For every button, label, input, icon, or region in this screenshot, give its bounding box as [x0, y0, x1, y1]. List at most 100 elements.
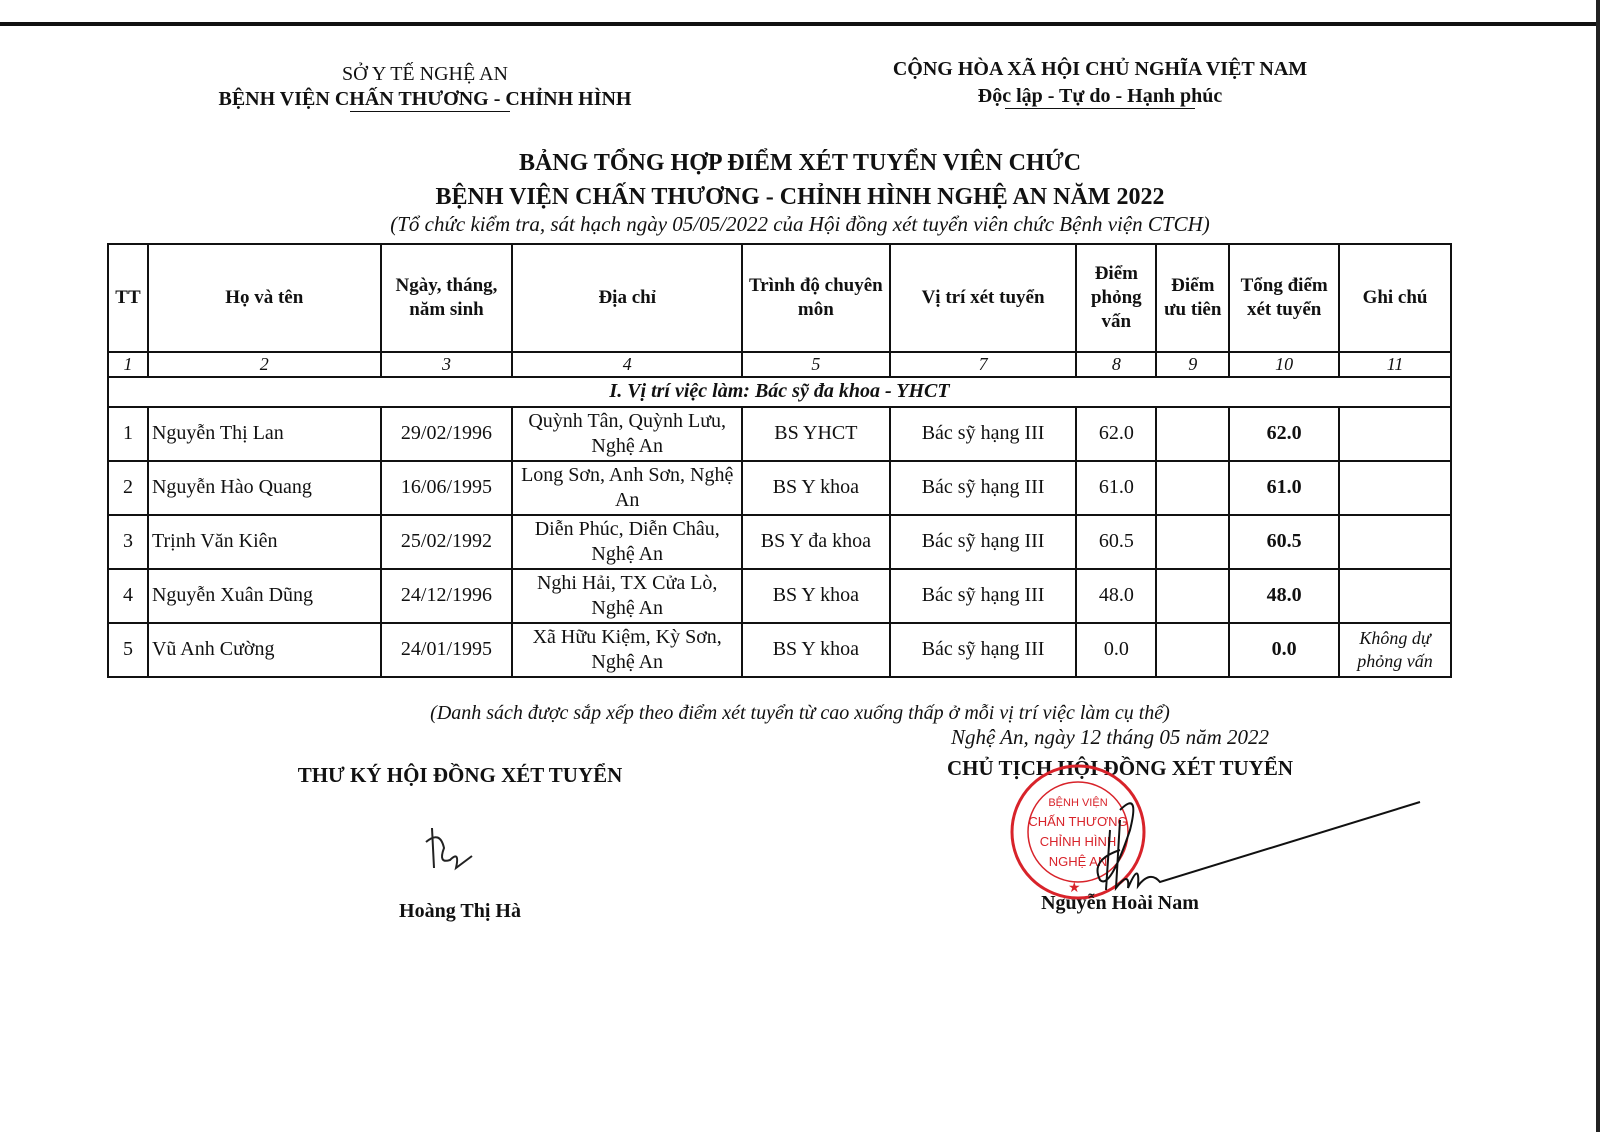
hospital-name: BỆNH VIỆN CHẤN THƯƠNG - CHỈNH HÌNH [218, 88, 632, 110]
table-row: 2 Nguyễn Hào Quang 16/06/1995 Long Sơn, Anh… [107, 459, 1452, 516]
col-header: Họ và tên [146, 243, 382, 353]
cell-address: Nghi Hải, TX Cửa Lò, Nghệ An [511, 567, 743, 624]
secretary-name: Hoàng Thị Hà [399, 900, 521, 922]
cell-interview: 60.5 [1075, 513, 1158, 570]
cell-priority [1155, 513, 1231, 570]
document-title: BẢNG TỔNG HỢP ĐIỂM XÉT TUYỂN VIÊN CHỨC B… [280, 146, 1320, 214]
cell-total: 0.0 [1228, 621, 1341, 678]
cell-tt: 3 [107, 513, 149, 570]
column-number-row: 1 2 3 4 5 7 8 9 10 11 [107, 351, 1452, 378]
col-number: 9 [1155, 351, 1231, 378]
cell-position: Bác sỹ hạng III [888, 567, 1078, 624]
chairman-name: Nguyễn Hoài Nam [1041, 892, 1199, 914]
cell-name: Nguyễn Hào Quang [146, 459, 382, 516]
scan-border-top [0, 0, 1600, 26]
stamp-text: CHẤN THƯƠNG [1028, 814, 1127, 829]
cell-qualification: BS Y khoa [740, 459, 891, 516]
title-line-1: BẢNG TỔNG HỢP ĐIỂM XÉT TUYỂN VIÊN CHỨC [518, 150, 1082, 176]
cell-priority [1155, 405, 1231, 462]
col-header: Điểm ưu tiên [1155, 243, 1231, 353]
cell-tt: 2 [107, 459, 149, 516]
ministry-name: SỞ Y TẾ NGHỆ AN [342, 63, 508, 85]
cell-interview: 62.0 [1075, 405, 1158, 462]
col-header: Địa chỉ [511, 243, 743, 353]
divider [350, 111, 510, 112]
section-title: I. Vị trí việc làm: Bác sỹ đa khoa - YHC… [107, 375, 1452, 408]
cell-dob: 25/02/1992 [379, 513, 514, 570]
table-row: 1 Nguyễn Thị Lan 29/02/1996 Quỳnh Tân, Quỳn… [107, 405, 1452, 462]
cell-total: 48.0 [1228, 567, 1341, 624]
scan-border-right [1596, 0, 1600, 1132]
col-number: 10 [1228, 351, 1341, 378]
cell-priority [1155, 567, 1231, 624]
country-name: CỘNG HÒA XÃ HỘI CHỦ NGHĨA VIỆT NAM [892, 58, 1308, 80]
cell-dob: 16/06/1995 [379, 459, 514, 516]
section-row: I. Vị trí việc làm: Bác sỹ đa khoa - YHC… [107, 375, 1452, 408]
cell-interview: 0.0 [1075, 621, 1158, 678]
cell-address: Long Sơn, Anh Sơn, Nghệ An [511, 459, 743, 516]
col-number: 2 [146, 351, 382, 378]
col-header: Ghi chú [1338, 243, 1452, 353]
svg-text:★: ★ [1068, 881, 1081, 896]
cell-position: Bác sỹ hạng III [888, 513, 1078, 570]
cell-note [1338, 567, 1452, 624]
stamp-text: CHỈNH HÌNH [1040, 834, 1117, 849]
cell-interview: 61.0 [1075, 459, 1158, 516]
col-header: Tổng điểm xét tuyển [1228, 243, 1341, 353]
secretary-signature [425, 827, 473, 871]
col-header: Điểm phỏng vấn [1075, 243, 1158, 353]
header-row: TT Họ và tên Ngày, tháng, năm sinh Địa c… [107, 243, 1452, 353]
col-header: TT [107, 243, 149, 353]
cell-name: Nguyễn Thị Lan [146, 405, 382, 462]
col-number: 8 [1075, 351, 1158, 378]
col-number: 3 [379, 351, 514, 378]
cell-tt: 1 [107, 405, 149, 462]
cell-qualification: BS YHCT [740, 405, 891, 462]
cell-priority [1155, 621, 1231, 678]
cell-priority [1155, 459, 1231, 516]
cell-address: Quỳnh Tân, Quỳnh Lưu, Nghệ An [511, 405, 743, 462]
cell-name: Vũ Anh Cường [146, 621, 382, 678]
cell-tt: 5 [107, 621, 149, 678]
col-header: Ngày, tháng, năm sinh [379, 243, 514, 353]
cell-total: 60.5 [1228, 513, 1341, 570]
document-subtitle: (Tổ chức kiểm tra, sát hạch ngày 05/05/2… [390, 212, 1210, 236]
cell-note [1338, 459, 1452, 516]
table-row: 4 Nguyễn Xuân Dũng 24/12/1996 Nghi Hải, TX … [107, 567, 1452, 624]
col-header: Trình độ chuyên môn [740, 243, 891, 353]
cell-qualification: BS Y đa khoa [740, 513, 891, 570]
stamp-text: NGHỆ AN [1049, 854, 1108, 869]
official-stamp: BỆNH VIỆN CHẤN THƯƠNG CHỈNH HÌNH NGHỆ AN… [1010, 764, 1146, 900]
secretary-role: THƯ KÝ HỘI ĐỒNG XÉT TUYỂN [297, 763, 623, 787]
date-line: Nghệ An, ngày 12 tháng 05 năm 2022 [950, 725, 1270, 749]
cell-address: Xã Hữu Kiệm, Kỳ Sơn, Nghệ An [511, 621, 743, 678]
header-right: CỘNG HÒA XÃ HỘI CHỦ NGHĨA VIỆT NAM Độc l… [840, 58, 1360, 109]
cell-total: 61.0 [1228, 459, 1341, 516]
divider [1005, 108, 1195, 109]
cell-position: Bác sỹ hạng III [888, 459, 1078, 516]
col-header: Vị trí xét tuyển [888, 243, 1078, 353]
cell-name: Nguyễn Xuân Dũng [146, 567, 382, 624]
cell-name: Trịnh Văn Kiên [146, 513, 382, 570]
table-row: 5 Vũ Anh Cường 24/01/1995 Xã Hữu Kiệm, Kỳ S… [107, 621, 1452, 678]
cell-qualification: BS Y khoa [740, 567, 891, 624]
cell-address: Diễn Phúc, Diễn Châu, Nghệ An [511, 513, 743, 570]
col-number: 11 [1338, 351, 1452, 378]
title-line-2: BỆNH VIỆN CHẤN THƯƠNG - CHỈNH HÌNH NGHỆ … [435, 184, 1165, 210]
col-number: 4 [511, 351, 743, 378]
score-table: TT Họ và tên Ngày, tháng, năm sinh Địa c… [107, 243, 1452, 678]
cell-dob: 29/02/1996 [379, 405, 514, 462]
cell-dob: 24/01/1995 [379, 621, 514, 678]
header-left: SỞ Y TẾ NGHỆ AN BỆNH VIỆN CHẤN THƯƠNG - … [180, 63, 670, 112]
stamp-text: BỆNH VIỆN [1048, 796, 1107, 809]
cell-qualification: BS Y khoa [740, 621, 891, 678]
cell-note: Không dự phỏng vấn [1338, 621, 1452, 678]
footnote: (Danh sách được sắp xếp theo điểm xét tu… [430, 702, 1170, 724]
motto: Độc lập - Tự do - Hạnh phúc [977, 85, 1223, 107]
table-row: 3 Trịnh Văn Kiên 25/02/1992 Diễn Phúc, Diễn… [107, 513, 1452, 570]
cell-total: 62.0 [1228, 405, 1341, 462]
col-number: 5 [740, 351, 891, 378]
chairman-signature [1096, 801, 1421, 892]
cell-position: Bác sỹ hạng III [888, 621, 1078, 678]
cell-note [1338, 513, 1452, 570]
